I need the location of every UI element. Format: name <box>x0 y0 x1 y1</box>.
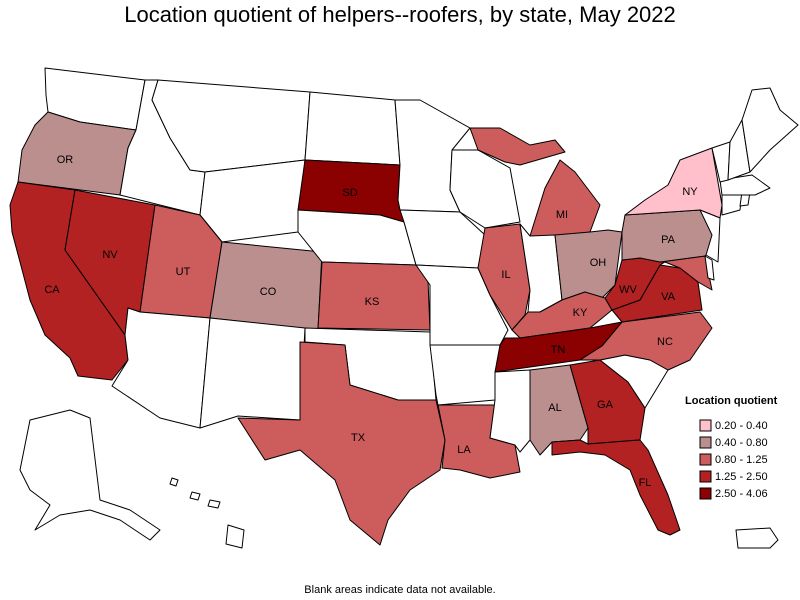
state-label-ga: GA <box>597 399 614 411</box>
legend-swatch <box>699 436 712 449</box>
map-title: Location quotient of helpers--roofers, b… <box>124 2 676 27</box>
state-az[interactable] <box>111 307 211 429</box>
state-ak[interactable] <box>19 409 161 541</box>
state-nc[interactable] <box>579 311 713 371</box>
state-label-ks: KS <box>365 296 380 308</box>
state-ar[interactable] <box>429 344 501 406</box>
state-label-sd: SD <box>342 187 357 199</box>
state-wi[interactable] <box>449 149 521 229</box>
legend: Location quotient 0.20 - 0.40 0.40 - 0.80 0… <box>685 395 778 500</box>
legend-swatch <box>699 419 712 432</box>
state-me[interactable] <box>741 87 799 173</box>
state-label-ut: UT <box>176 266 191 278</box>
state-label-nc: NC <box>657 336 673 348</box>
state-nm[interactable] <box>199 317 306 429</box>
state-ms[interactable] <box>489 369 531 453</box>
state-label-oh: OH <box>590 257 607 269</box>
state-hi[interactable] <box>169 477 245 549</box>
state-nj[interactable] <box>699 209 721 263</box>
state-label-ca: CA <box>44 284 60 296</box>
legend-label: 0.40 - 0.80 <box>715 437 768 449</box>
legend-swatch <box>699 453 712 466</box>
state-label-mi: MI <box>556 209 568 221</box>
legend-label: 2.50 - 4.06 <box>715 488 768 500</box>
state-label-nv: NV <box>102 249 118 261</box>
legend-label: 1.25 - 2.50 <box>715 471 768 483</box>
state-label-al: AL <box>548 402 561 414</box>
state-label-tx: TX <box>351 432 366 444</box>
state-label-pa: PA <box>661 234 676 246</box>
state-wy[interactable] <box>199 159 306 243</box>
state-label-co: CO <box>260 286 277 298</box>
legend-swatch <box>699 487 712 500</box>
state-label-wv: WV <box>619 284 637 296</box>
state-ks[interactable] <box>317 261 431 331</box>
state-ny[interactable] <box>624 147 723 219</box>
state-labels: OR CA NV UT CO SD KS TX LA IL MI OH KY TN AL GA FL NC VA WV… <box>44 154 698 489</box>
state-label-fl: FL <box>639 477 652 489</box>
legend-title: Location quotient <box>685 395 778 407</box>
state-fl[interactable] <box>551 439 681 536</box>
state-label-tn: TN <box>551 344 566 356</box>
state-label-va: VA <box>661 291 676 303</box>
state-label-ky: KY <box>573 307 588 319</box>
legend-label: 0.80 - 1.25 <box>715 454 768 466</box>
legend-swatch <box>699 470 712 483</box>
state-pr[interactable] <box>735 527 779 549</box>
state-label-or: OR <box>57 154 74 166</box>
state-label-la: LA <box>457 444 471 456</box>
footnote: Blank areas indicate data not available. <box>304 584 496 596</box>
state-ma[interactable] <box>719 174 771 196</box>
state-de[interactable] <box>704 255 715 281</box>
state-tx[interactable] <box>237 341 446 546</box>
state-label-il: IL <box>501 269 510 281</box>
state-label-ny: NY <box>682 186 698 198</box>
legend-label: 0.20 - 0.40 <box>715 420 768 432</box>
state-nd[interactable] <box>304 91 401 166</box>
